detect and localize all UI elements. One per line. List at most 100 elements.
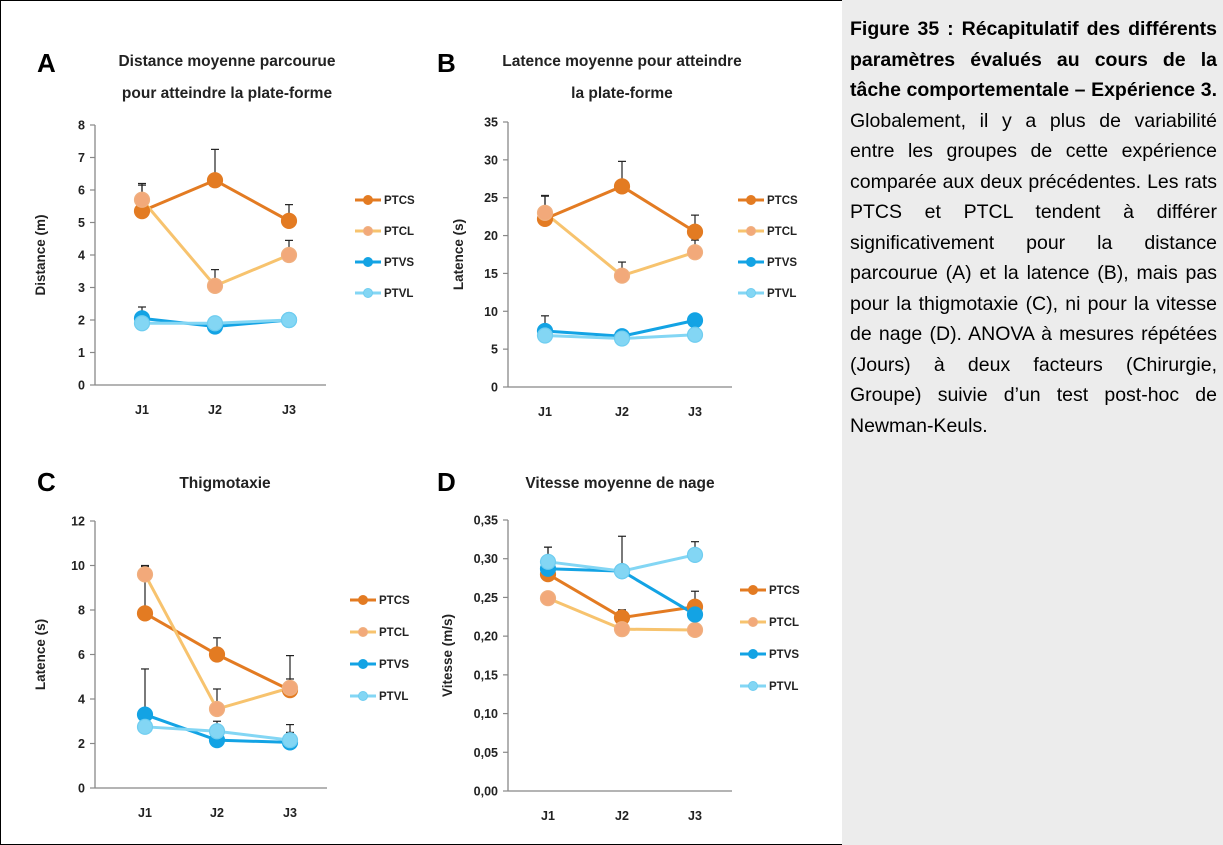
chart-panel-c: C Thigmotaxie 0 2 4 6 8 10 12 J1 J2 J3 Latence (s) PT…: [33, 467, 410, 820]
y-tick-label: 6: [78, 648, 85, 662]
data-point-ptcl: [281, 679, 299, 696]
y-tick-label: 25: [484, 191, 498, 205]
series-line-ptcl: [544, 211, 696, 278]
data-point-ptcs: [686, 223, 704, 240]
y-tick-label: 0,35: [474, 514, 498, 528]
data-point-ptcs: [208, 646, 226, 663]
legend-marker-ptvl: [363, 288, 373, 298]
data-point-ptvl: [133, 315, 151, 332]
data-point-ptcl: [539, 590, 557, 607]
x-tick-label: J3: [283, 806, 297, 820]
data-point-ptcl: [686, 244, 704, 261]
data-point-ptvs: [686, 606, 704, 623]
data-point-ptcl: [206, 277, 224, 294]
y-tick-label: 0,25: [474, 591, 498, 605]
legend-label-ptvs: PTVS: [767, 257, 797, 269]
data-point-ptcl: [136, 566, 154, 583]
y-tick-label: 0: [491, 381, 498, 395]
x-tick-label: J3: [688, 809, 702, 823]
legend-label-ptvl: PTVL: [384, 288, 413, 300]
caption-title: Figure 35 : Récapitulatif des différents…: [850, 18, 1217, 101]
x-tick-label: J2: [615, 405, 629, 419]
y-tick-label: 5: [78, 216, 85, 230]
data-point-ptvl: [206, 315, 224, 332]
y-tick-label: 0,00: [474, 785, 498, 799]
legend-label-ptvl: PTVL: [379, 691, 408, 703]
legend-marker-ptvs: [363, 257, 373, 267]
legend-label-ptcl: PTCL: [769, 617, 799, 629]
data-point-ptvl: [280, 311, 298, 329]
y-tick-label: 12: [71, 515, 85, 529]
y-tick-label: 7: [78, 151, 85, 165]
caption-panel: Figure 35 : Récapitulatif des différents…: [842, 0, 1223, 845]
y-tick-label: 5: [491, 343, 498, 357]
legend-label-ptcs: PTCS: [384, 195, 415, 207]
chart-title-line: Latence moyenne pour atteindre: [502, 53, 742, 70]
y-axis-label: Latence (s): [33, 619, 48, 690]
x-tick-label: J3: [688, 405, 702, 419]
legend-marker-ptcs: [746, 195, 756, 205]
y-tick-label: 0,10: [474, 707, 498, 721]
y-tick-label: 30: [484, 153, 498, 167]
legend-marker-ptvl: [358, 691, 368, 701]
data-point-ptvl: [613, 563, 631, 580]
data-point-ptvl: [208, 723, 226, 740]
data-point-ptvl: [686, 546, 704, 563]
data-point-ptcs: [136, 605, 154, 622]
legend-label-ptvl: PTVL: [769, 681, 798, 693]
chart-title-line: Distance moyenne parcourue: [118, 53, 335, 70]
x-tick-label: J2: [210, 806, 224, 820]
legend-label-ptvs: PTVS: [769, 649, 799, 661]
y-tick-label: 6: [78, 184, 85, 198]
caption-body: Globalement, il y a plus de variabilité …: [850, 109, 1217, 437]
legend-marker-ptcs: [363, 195, 373, 205]
y-tick-label: 2: [78, 737, 85, 751]
x-tick-label: J2: [208, 403, 222, 417]
data-point-ptcl: [280, 246, 298, 264]
y-axis-label: Latence (s): [451, 219, 466, 290]
legend-marker-ptcl: [358, 627, 368, 637]
y-axis-label: Distance (m): [33, 214, 48, 295]
chart-panel-a: A Distance moyenne parcourue pour atteindr…: [33, 48, 415, 417]
data-point-ptvl: [136, 718, 154, 735]
y-tick-label: 0,15: [474, 668, 498, 682]
y-tick-label: 2: [78, 314, 85, 328]
data-point-ptcs: [206, 172, 224, 189]
y-axis-label: Vitesse (m/s): [440, 614, 455, 697]
legend-marker-ptvs: [358, 659, 368, 669]
legend-label-ptcl: PTCL: [767, 226, 797, 238]
legend-marker-ptvl: [746, 288, 756, 298]
data-point-ptcs: [280, 212, 298, 229]
data-point-ptcl: [133, 191, 151, 208]
y-tick-label: 0: [78, 379, 85, 393]
y-tick-label: 0,30: [474, 552, 498, 566]
panel-letter: C: [37, 467, 56, 497]
y-tick-label: 10: [71, 559, 85, 573]
data-point-ptvl: [686, 326, 704, 343]
chart-title-line: Vitesse moyenne de nage: [525, 475, 715, 492]
legend-marker-ptcl: [363, 226, 373, 236]
chart-panel-d: D Vitesse moyenne de nage 0,00 0,05 0,10 0,15…: [437, 467, 800, 823]
data-point-ptcl: [686, 621, 704, 639]
x-tick-label: J1: [538, 405, 552, 419]
y-tick-label: 4: [78, 693, 85, 707]
data-point-ptcl: [613, 621, 631, 638]
y-tick-label: 10: [484, 305, 498, 319]
legend-marker-ptvl: [748, 681, 758, 691]
legend-label-ptvs: PTVS: [384, 257, 414, 269]
charts-canvas: A Distance moyenne parcourue pour atteindr…: [33, 48, 800, 823]
data-point-ptcs: [613, 178, 631, 195]
chart-title-line: la plate-forme: [571, 85, 673, 102]
legend-marker-ptcs: [358, 595, 368, 605]
panel-letter: B: [437, 48, 456, 78]
legend-marker-ptcl: [748, 617, 758, 627]
legend-label-ptcs: PTCS: [379, 595, 410, 607]
legend-marker-ptvs: [746, 257, 756, 267]
chart-title-line: pour atteindre la plate-forme: [122, 85, 333, 102]
chart-title-line: Thigmotaxie: [179, 475, 271, 492]
legend-marker-ptvs: [748, 649, 758, 659]
y-tick-label: 15: [484, 267, 498, 281]
data-point-ptvl: [281, 732, 299, 749]
y-tick-label: 1: [78, 346, 85, 360]
x-tick-label: J1: [541, 809, 555, 823]
